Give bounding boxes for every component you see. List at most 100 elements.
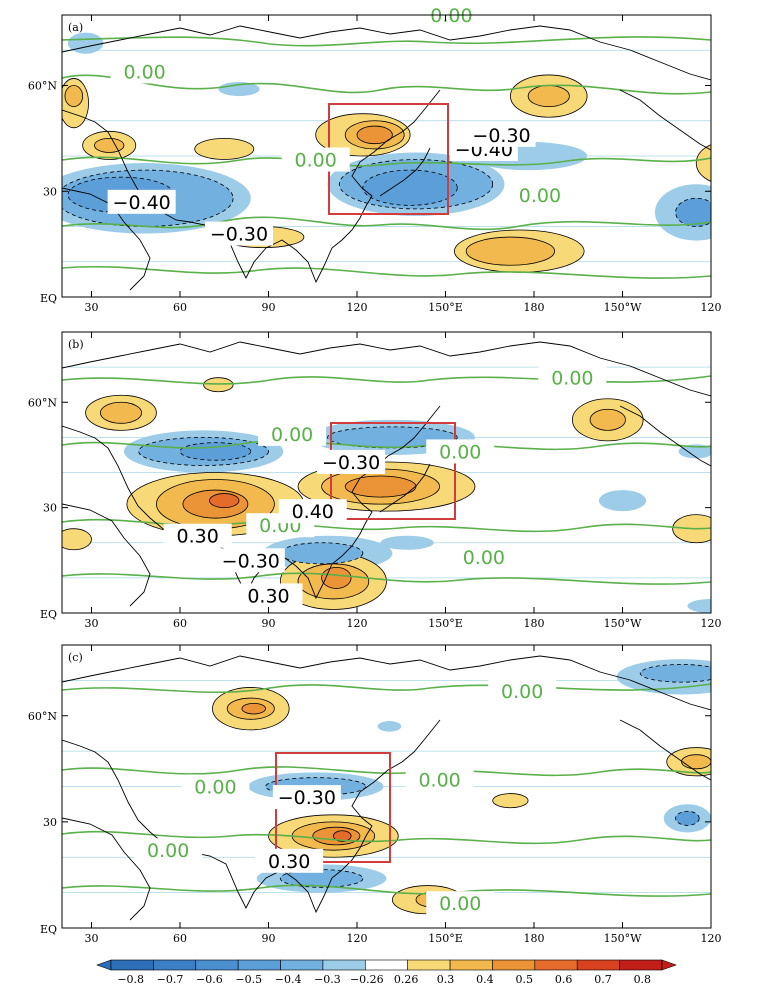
y-axis: 60°N 30 EQ bbox=[28, 710, 711, 936]
x-tick-label: 90 bbox=[262, 301, 276, 314]
x-tick-label: 180 bbox=[524, 932, 545, 945]
contour-label-background bbox=[107, 189, 176, 214]
zero-contour-line bbox=[62, 884, 711, 897]
panel-a: 0.000.000.000.00−0.40−0.30−0.40−0.30 (a)… bbox=[28, 3, 722, 314]
contour-label: 0.00 bbox=[123, 61, 165, 83]
contour-label: −0.30 bbox=[322, 452, 380, 474]
colorbar-segment bbox=[153, 959, 197, 971]
positive-anomaly bbox=[527, 85, 570, 108]
x-tick-label: 150°W bbox=[604, 932, 642, 945]
y-tick-label: 60°N bbox=[28, 710, 57, 723]
negative-anomaly bbox=[179, 442, 252, 461]
contour-label: 0.30 bbox=[268, 851, 310, 873]
colorbar-arrow-high bbox=[661, 959, 677, 971]
colorbar-segment bbox=[280, 959, 324, 971]
zero-contours bbox=[62, 375, 711, 585]
colorbar-segment bbox=[110, 959, 154, 971]
y-tick-label: EQ bbox=[40, 292, 57, 305]
contour-label-background bbox=[216, 548, 285, 573]
colorbar-tick-label: 0.8 bbox=[634, 973, 652, 986]
zero-contours bbox=[62, 36, 711, 279]
y-tick-label: 30 bbox=[43, 816, 57, 829]
contour-label-background bbox=[449, 544, 518, 569]
contour-label: −0.30 bbox=[278, 787, 336, 809]
positive-anomaly bbox=[209, 493, 240, 509]
contour-label-background bbox=[181, 774, 250, 799]
positive-anomaly bbox=[64, 85, 84, 108]
positive-anomaly bbox=[695, 144, 711, 182]
colorbar-tick-label: −0.5 bbox=[235, 973, 262, 986]
x-tick-label: 30 bbox=[85, 301, 99, 314]
colorbar-segment bbox=[407, 959, 451, 971]
coastline bbox=[379, 147, 431, 197]
colorbar-segment bbox=[237, 959, 281, 971]
negative-anomaly bbox=[380, 535, 434, 550]
positive-anomaly bbox=[99, 401, 143, 424]
x-tick-label: 120 bbox=[701, 617, 722, 630]
x-tick-label: 30 bbox=[85, 932, 99, 945]
y-tick-label: 30 bbox=[43, 502, 57, 515]
coastline bbox=[619, 405, 711, 467]
y-tick-label: 60°N bbox=[28, 396, 57, 409]
colorbar-tick-label: 0.26 bbox=[394, 973, 419, 986]
contour-label-background bbox=[258, 421, 327, 446]
contour-labels: 0.000.000.000.000.00−0.300.400.30−0.300.… bbox=[163, 365, 607, 608]
colorbar-segments bbox=[96, 959, 677, 971]
panel-frame bbox=[61, 14, 712, 298]
colorbar-tick-label: 0.3 bbox=[437, 973, 455, 986]
contour-label-background bbox=[255, 848, 324, 873]
positive-anomaly bbox=[589, 408, 626, 431]
positive-anomaly bbox=[344, 475, 417, 498]
colorbar-tick-label: −0.3 bbox=[314, 973, 341, 986]
contour-label: 0.00 bbox=[501, 681, 543, 703]
coastline bbox=[62, 187, 151, 291]
x-tick-label: 180 bbox=[524, 617, 545, 630]
negative-anomaly bbox=[598, 490, 647, 512]
x-axis: 30 60 90 120 150°E 180 150°W 120 bbox=[85, 15, 722, 314]
zero-contour-line bbox=[62, 683, 711, 694]
contour-label-background bbox=[281, 147, 350, 172]
colorbar-tick-label: −0.8 bbox=[117, 973, 144, 986]
contour-label: 0.00 bbox=[439, 441, 481, 463]
colorbar-segment bbox=[534, 959, 578, 971]
contour-label: 0.00 bbox=[439, 893, 481, 915]
y-tick-label: EQ bbox=[40, 608, 57, 621]
contour-label-background bbox=[488, 678, 557, 703]
colorbar-tick-label: −0.26 bbox=[350, 973, 384, 986]
coastline bbox=[62, 719, 441, 914]
colorbar-arrow-low bbox=[96, 959, 112, 971]
negative-anomaly bbox=[675, 197, 711, 227]
contour-label-background bbox=[234, 583, 303, 608]
contour-label-background bbox=[163, 523, 232, 548]
colorbar: −0.8 −0.7 −0.6 −0.5 −0.4 −0.3 −0.26 0.26 0.3 0.4 0… bbox=[96, 959, 677, 986]
x-tick-label: 150°E bbox=[428, 932, 463, 945]
x-tick-label: 150°W bbox=[604, 301, 642, 314]
colorbar-segment bbox=[322, 959, 366, 971]
negative-anomaly bbox=[279, 869, 364, 888]
y-tick-label: EQ bbox=[40, 923, 57, 936]
colorbar-tick-label: 0.5 bbox=[516, 973, 534, 986]
colorbar-ticks: −0.8 −0.7 −0.6 −0.5 −0.4 −0.3 −0.26 0.26 0.3 0.4 0… bbox=[117, 973, 651, 986]
contour-label-background bbox=[205, 221, 273, 246]
coastline bbox=[619, 89, 711, 151]
positive-anomaly bbox=[332, 830, 352, 842]
positive-anomaly bbox=[62, 528, 92, 551]
zero-contour-line bbox=[62, 216, 711, 231]
zero-contour-line bbox=[62, 572, 711, 585]
colorbar-tick-label: −0.4 bbox=[275, 973, 302, 986]
contour-label-background bbox=[317, 449, 386, 474]
contour-label: 0.00 bbox=[295, 150, 337, 172]
negative-anomaly bbox=[377, 721, 402, 732]
colorbar-tick-label: 0.6 bbox=[555, 973, 573, 986]
x-tick-label: 150°E bbox=[428, 301, 463, 314]
x-tick-label: 120 bbox=[701, 932, 722, 945]
contour-label: 0.00 bbox=[519, 185, 561, 207]
coastline bbox=[379, 463, 431, 513]
contour-label: 0.40 bbox=[292, 501, 334, 523]
coastline bbox=[62, 503, 151, 607]
negative-anomaly bbox=[362, 169, 458, 206]
negative-anomaly bbox=[327, 426, 458, 449]
x-tick-label: 120 bbox=[347, 617, 368, 630]
contour-label-background bbox=[505, 182, 574, 207]
